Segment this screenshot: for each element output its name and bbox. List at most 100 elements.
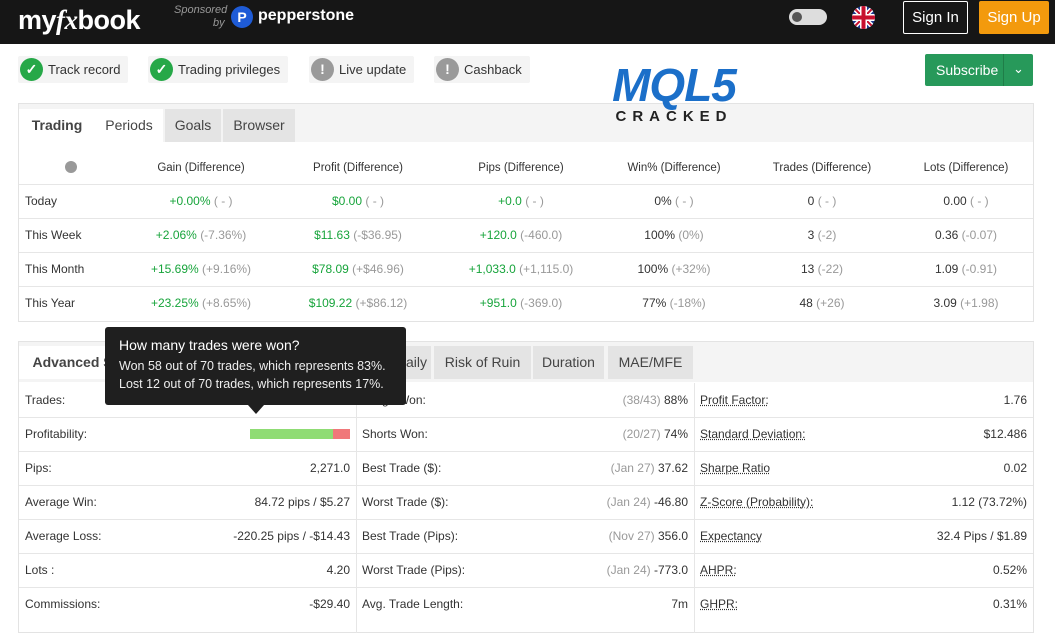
tab[interactable]: Periods bbox=[95, 109, 163, 142]
tab[interactable]: Risk of Ruin bbox=[434, 346, 531, 379]
tab[interactable]: Duration bbox=[533, 346, 604, 379]
value: 7m bbox=[671, 597, 688, 611]
value: +23.25% bbox=[150, 296, 199, 310]
advanced-panel: Advanced Statistics Daily Risk of Ruin Dura… bbox=[18, 341, 1034, 633]
badge: ! Cashback bbox=[434, 56, 530, 83]
stat-value: 84.72 pips / $5.27 bbox=[255, 495, 350, 509]
sponsored: Sponsored bbox=[174, 4, 228, 16]
stat-label: Profitability: bbox=[25, 427, 88, 441]
stat-label[interactable]: AHPR: bbox=[700, 563, 737, 577]
value: -220.25 pips / -$14.43 bbox=[233, 529, 350, 543]
column-divider bbox=[356, 383, 357, 633]
difference: ( - ) bbox=[970, 194, 989, 208]
column-header: Pips (Difference) bbox=[478, 162, 564, 174]
cell: +951.0 (-369.0) bbox=[431, 296, 611, 310]
cell: 3 (-2) bbox=[732, 228, 912, 242]
top-bar: myfxbook Sponsored by P pepperstone Sign… bbox=[0, 0, 1055, 44]
stat-label: Worst Trade ($): bbox=[362, 495, 449, 509]
cell: +120.0 (-460.0) bbox=[431, 228, 611, 242]
stat-label: Average Loss: bbox=[25, 529, 102, 543]
stat-label[interactable]: Profit Factor: bbox=[700, 393, 769, 407]
tooltip-line: Won 58 out of 70 trades, which represent… bbox=[119, 359, 386, 373]
row-divider bbox=[19, 184, 1033, 185]
difference: (-2) bbox=[817, 228, 837, 242]
cell: 100% (0%) bbox=[584, 228, 764, 242]
watermark-logo: MQL5 bbox=[612, 59, 737, 111]
value: 84.72 pips / $5.27 bbox=[254, 495, 350, 509]
value: 0.00 bbox=[943, 194, 967, 208]
difference: (+26) bbox=[816, 296, 845, 310]
difference: (-0.07) bbox=[961, 228, 998, 242]
stat-note: (Jan 24) bbox=[606, 495, 651, 509]
stat-label[interactable]: GHPR: bbox=[700, 597, 739, 611]
difference: ( - ) bbox=[365, 194, 385, 208]
stat-label[interactable]: Standard Deviation: bbox=[700, 427, 806, 441]
cell: 100% (+32%) bbox=[584, 262, 764, 276]
value: 0.31% bbox=[992, 597, 1027, 611]
row-divider bbox=[356, 417, 694, 418]
row-label: This Week bbox=[25, 228, 82, 242]
stat-value: (38/43) 88% bbox=[623, 393, 688, 407]
value: $78.09 bbox=[312, 262, 349, 276]
subscribe-label: Subscribe bbox=[936, 62, 999, 78]
value: 100% bbox=[644, 228, 675, 242]
value: 3.09 bbox=[933, 296, 957, 310]
cell: 48 (+26) bbox=[732, 296, 912, 310]
cell: +15.69% (+9.16%) bbox=[111, 262, 291, 276]
difference: (-0.91) bbox=[961, 262, 998, 276]
value: 37.62 bbox=[657, 461, 688, 475]
value: 1.09 bbox=[934, 262, 959, 276]
stat-value: 0.52% bbox=[993, 563, 1027, 577]
sponsor-icon: P bbox=[231, 6, 253, 28]
stat-value: 32.4 Pips / $1.89 bbox=[937, 529, 1027, 543]
stat-label[interactable]: Expectancy bbox=[700, 529, 763, 543]
tab[interactable]: Goals bbox=[165, 109, 221, 142]
value: 88% bbox=[663, 393, 688, 407]
row-label: This Month bbox=[25, 262, 85, 276]
stat-label[interactable]: Sharpe Ratio bbox=[700, 461, 771, 475]
stat-label[interactable]: Z-Score (Probability): bbox=[700, 495, 814, 509]
value: 3 bbox=[807, 228, 815, 242]
difference: (-22) bbox=[817, 262, 844, 276]
row-divider bbox=[356, 553, 694, 554]
value: +120.0 bbox=[479, 228, 517, 242]
tab[interactable]: Browser bbox=[223, 109, 295, 142]
value: 356.0 bbox=[657, 529, 688, 543]
sign-in-button[interactable]: Sign In bbox=[903, 1, 968, 34]
badge-label: Track record bbox=[48, 62, 121, 77]
logo-part: my bbox=[18, 5, 57, 35]
difference: (-$36.95) bbox=[353, 228, 402, 242]
subscribe-button[interactable]: Subscribe ⌄ bbox=[925, 54, 1033, 86]
won-segment bbox=[250, 429, 333, 439]
row-divider bbox=[19, 485, 356, 486]
value: -46.80 bbox=[653, 495, 688, 509]
tab[interactable]: Trading bbox=[19, 109, 95, 142]
stat-value: 0.02 bbox=[1004, 461, 1027, 475]
column-header: Trades (Difference) bbox=[772, 162, 872, 174]
row-divider bbox=[356, 485, 694, 486]
sponsored-by: by bbox=[213, 17, 225, 29]
sponsor[interactable]: pepperstone bbox=[258, 7, 355, 24]
badge-label: Cashback bbox=[464, 62, 522, 77]
profitability-bar bbox=[250, 429, 350, 439]
stat-label: Worst Trade (Pips): bbox=[362, 563, 466, 577]
cell: 3.09 (+1.98) bbox=[876, 296, 1055, 310]
row-divider bbox=[694, 417, 1033, 418]
cell: +0.0 ( - ) bbox=[431, 194, 611, 208]
theme-toggle[interactable] bbox=[789, 9, 827, 25]
logo[interactable]: myfxbook bbox=[18, 5, 141, 36]
sign-up-button[interactable]: Sign Up bbox=[979, 1, 1049, 34]
value: 1.12 (73.72%) bbox=[951, 495, 1027, 509]
language-flag[interactable] bbox=[852, 6, 875, 29]
badge-label: Trading privileges bbox=[178, 62, 281, 77]
stat-value: 0.31% bbox=[993, 597, 1027, 611]
stat-value: 1.76 bbox=[1004, 393, 1027, 407]
cell: $0.00 ( - ) bbox=[268, 194, 448, 208]
stat-label: Best Trade (Pips): bbox=[362, 529, 459, 543]
cell: 13 (-22) bbox=[732, 262, 912, 276]
tab[interactable]: MAE/MFE bbox=[608, 346, 693, 379]
logo-part: fx bbox=[56, 5, 78, 35]
column-header: Gain (Difference) bbox=[157, 162, 245, 174]
tooltip: How many trades were won? Won 58 out of … bbox=[105, 327, 406, 414]
